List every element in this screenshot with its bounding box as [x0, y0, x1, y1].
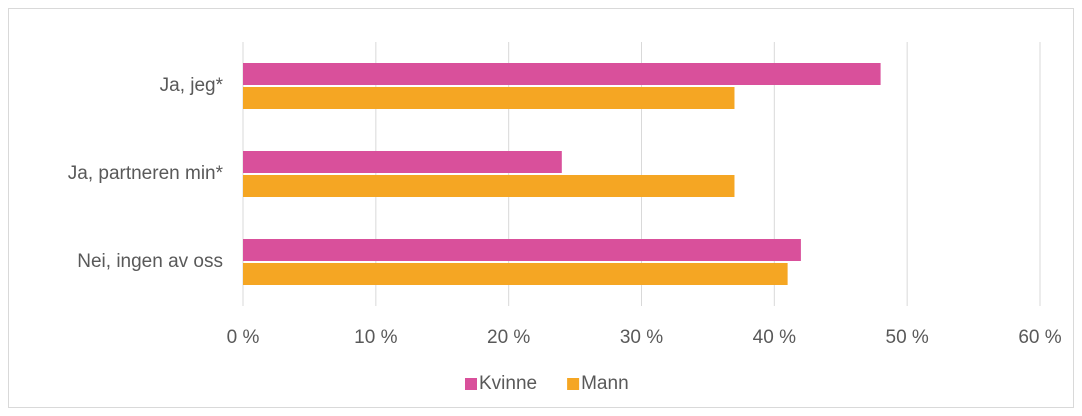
- y-tick-label: Nei, ingen av oss: [77, 251, 223, 272]
- bar: [243, 87, 735, 109]
- x-tick-label: 10 %: [354, 327, 397, 348]
- bar: [243, 263, 788, 285]
- legend-label: Kvinne: [479, 373, 537, 394]
- x-tick-label: 40 %: [753, 327, 796, 348]
- bar: [243, 63, 881, 85]
- bar: [243, 175, 735, 197]
- bar: [243, 151, 562, 173]
- y-tick-label: Ja, partneren min*: [68, 163, 224, 184]
- x-tick-label: 60 %: [1018, 327, 1061, 348]
- y-tick-label: Ja, jeg*: [160, 75, 224, 96]
- legend-swatch: [465, 378, 477, 390]
- legend-label: Mann: [581, 373, 629, 394]
- x-tick-label: 50 %: [886, 327, 929, 348]
- bar: [243, 239, 801, 261]
- x-tick-label: 20 %: [487, 327, 530, 348]
- x-tick-label: 30 %: [620, 327, 663, 348]
- legend-swatch: [567, 378, 580, 390]
- x-tick-label: 0 %: [227, 327, 260, 348]
